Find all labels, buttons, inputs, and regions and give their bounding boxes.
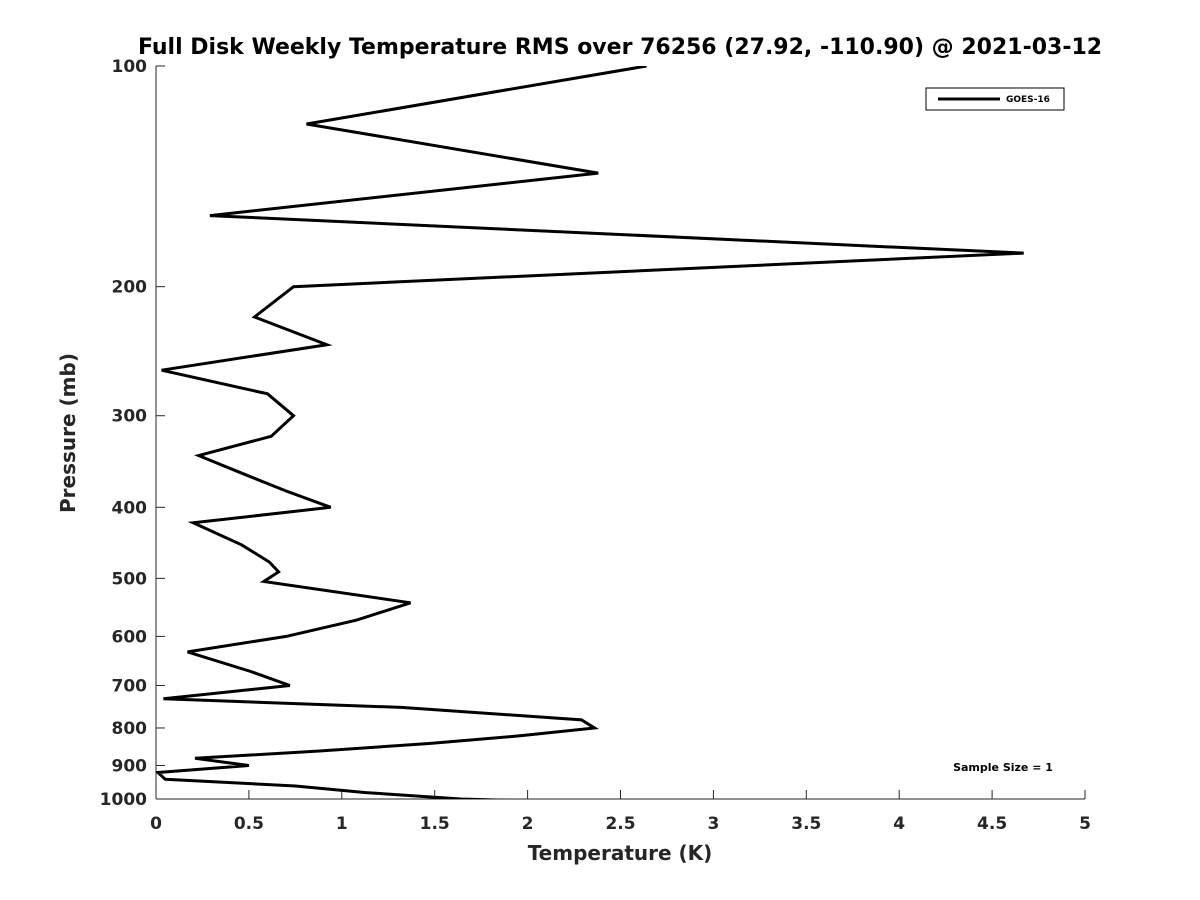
y-tick-label: 1000 (100, 790, 147, 810)
x-tick-label: 2 (522, 814, 534, 834)
x-tick-label: 3.5 (791, 814, 821, 834)
chart-title: Full Disk Weekly Temperature RMS over 76… (138, 35, 1102, 60)
x-tick-label: 0 (150, 814, 162, 834)
y-tick-label: 100 (112, 57, 148, 77)
y-tick-label: 900 (112, 756, 148, 776)
y-tick-label: 600 (112, 627, 148, 647)
x-tick-label: 5 (1079, 814, 1091, 834)
plot-area: 0 0.5 1 1.5 2 2.5 3 3.5 4 4.5 5 100 200 300 400 500 600 7… (100, 57, 1091, 834)
y-tick-label: 200 (112, 278, 148, 298)
x-tick-label: 1 (336, 814, 348, 834)
series-line-goes-16 (156, 66, 1024, 799)
y-tick-label: 300 (112, 407, 148, 427)
y-tick-label: 500 (112, 569, 148, 589)
y-tick-label: 800 (112, 719, 148, 739)
y-axis-label: Pressure (mb) (56, 353, 80, 513)
x-tick-label: 4.5 (977, 814, 1007, 834)
y-tick-label: 400 (112, 498, 148, 518)
x-tick-label: 2.5 (605, 814, 635, 834)
legend-label-goes-16: GOES-16 (1006, 95, 1050, 105)
x-axis-label: Temperature (K) (528, 841, 713, 865)
x-tick-label: 1.5 (420, 814, 450, 834)
y-tick-label: 700 (112, 676, 148, 696)
sample-size-annotation: Sample Size = 1 (953, 761, 1053, 774)
x-tick-label: 0.5 (234, 814, 264, 834)
legend: GOES-16 (925, 87, 1065, 111)
x-tick-label: 3 (707, 814, 719, 834)
x-tick-label: 4 (893, 814, 905, 834)
